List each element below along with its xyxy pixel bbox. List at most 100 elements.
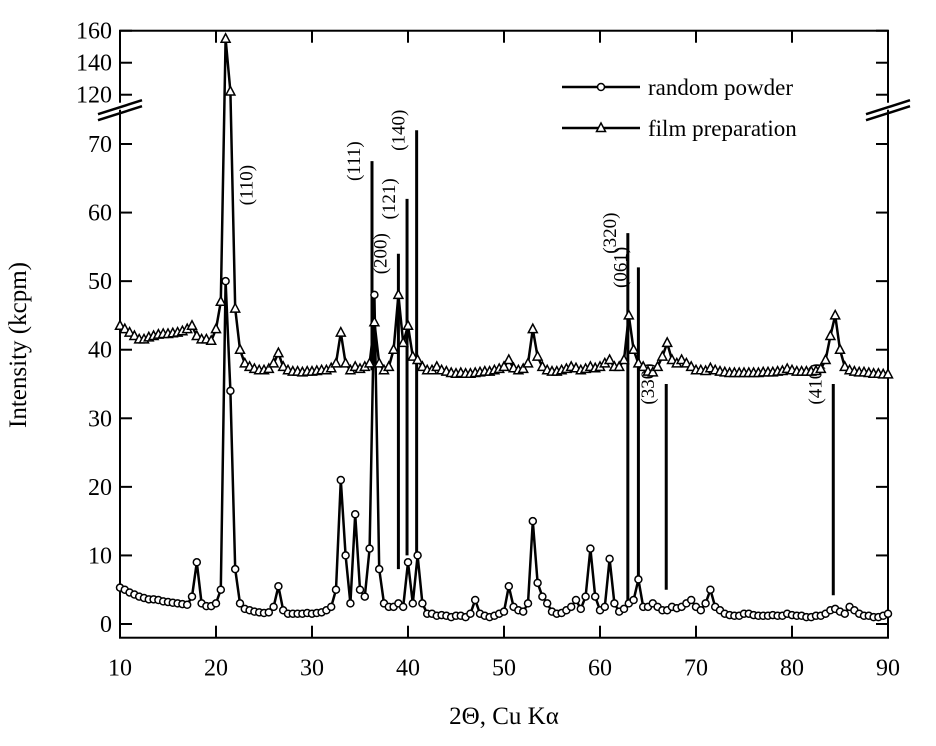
data-point	[339, 356, 352, 368]
data-point	[219, 32, 232, 43]
data-point	[211, 599, 221, 608]
axis-break-mark	[97, 99, 143, 116]
data-point	[182, 600, 192, 610]
data-point	[235, 599, 245, 608]
data-point	[350, 510, 360, 519]
data-point	[277, 360, 289, 372]
data-point	[533, 578, 542, 588]
data-point	[686, 595, 696, 605]
data-point	[215, 295, 227, 306]
data-point	[503, 353, 515, 365]
data-point	[326, 602, 336, 612]
data-point	[610, 599, 619, 608]
data-point	[355, 585, 365, 594]
data-point	[418, 599, 427, 608]
y-tick-label: 0	[100, 612, 112, 638]
data-point	[883, 609, 893, 618]
data-point	[123, 325, 136, 337]
y-tick-label: 50	[88, 269, 112, 295]
x-axis-title: 2Θ, Cu Kα	[449, 703, 559, 730]
data-point	[523, 599, 533, 608]
data-point	[651, 360, 664, 372]
data-point	[536, 360, 549, 372]
legend-marker	[595, 121, 607, 133]
data-point	[581, 592, 590, 601]
x-tick-label: 90	[876, 656, 900, 682]
x-tick-label: 40	[396, 656, 420, 682]
annotation-label: (111)	[344, 141, 365, 181]
data-point	[696, 606, 706, 615]
data-point	[590, 592, 600, 601]
data-point	[226, 386, 235, 396]
data-point	[229, 301, 241, 313]
axis-break-mark	[865, 99, 911, 116]
data-point	[647, 365, 659, 377]
y-tick-label: 30	[88, 406, 112, 432]
data-point	[403, 558, 413, 567]
data-point	[661, 336, 673, 348]
x-tick-label: 50	[492, 656, 516, 682]
data-point	[330, 356, 342, 368]
legend-label: random powder	[648, 75, 793, 100]
annotation-label: (121)	[379, 178, 400, 219]
data-point	[586, 544, 595, 553]
data-point	[504, 582, 514, 591]
data-point	[216, 585, 226, 594]
data-point	[632, 356, 645, 368]
data-point	[221, 276, 230, 286]
data-point	[335, 325, 347, 337]
data-point	[499, 607, 509, 616]
data-point	[186, 319, 198, 330]
y-tick-label: 140	[76, 51, 112, 77]
data-point	[680, 356, 693, 368]
data-point	[527, 322, 539, 334]
data-point	[407, 349, 419, 361]
data-point	[370, 290, 379, 300]
data-point	[392, 288, 405, 300]
data-point	[210, 322, 222, 334]
data-point	[191, 329, 203, 341]
data-point	[824, 329, 837, 341]
data-point	[119, 322, 131, 334]
annotation-label: (320)	[600, 213, 621, 254]
annotation-label: (061)	[610, 247, 631, 288]
data-point	[230, 564, 240, 574]
data-point	[623, 308, 635, 320]
data-point	[413, 551, 422, 560]
data-point	[840, 609, 850, 618]
data-point	[629, 595, 638, 605]
data-point	[274, 582, 283, 591]
data-point	[205, 334, 217, 346]
data-point	[234, 343, 246, 354]
y-tick-label: 20	[88, 475, 112, 501]
y-tick-label: 10	[88, 543, 112, 569]
data-point	[498, 360, 510, 372]
annotation-label: (110)	[236, 165, 257, 205]
x-tick-label: 80	[780, 656, 804, 682]
data-point	[192, 558, 202, 567]
data-point	[114, 319, 126, 330]
data-point	[397, 336, 409, 348]
data-point	[387, 343, 400, 354]
x-tick-label: 10	[108, 656, 132, 682]
data-point	[619, 604, 629, 614]
y-tick-label: 40	[88, 338, 112, 364]
axis-break-mark	[97, 105, 143, 122]
x-tick-label: 30	[300, 656, 324, 682]
data-point	[542, 599, 552, 608]
data-point	[518, 607, 528, 616]
y-tick-label: 70	[88, 132, 112, 158]
data-point	[522, 356, 534, 368]
x-tick-label: 70	[684, 656, 708, 682]
data-point	[411, 353, 424, 365]
data-point	[603, 353, 616, 365]
annotation-label: (140)	[389, 110, 410, 151]
data-point	[517, 362, 529, 374]
x-tick-label: 20	[204, 656, 228, 682]
data-point	[613, 360, 625, 372]
legend: random powder film preparation	[562, 75, 797, 141]
data-point	[341, 551, 350, 560]
data-point	[605, 554, 614, 564]
data-point	[634, 575, 643, 584]
